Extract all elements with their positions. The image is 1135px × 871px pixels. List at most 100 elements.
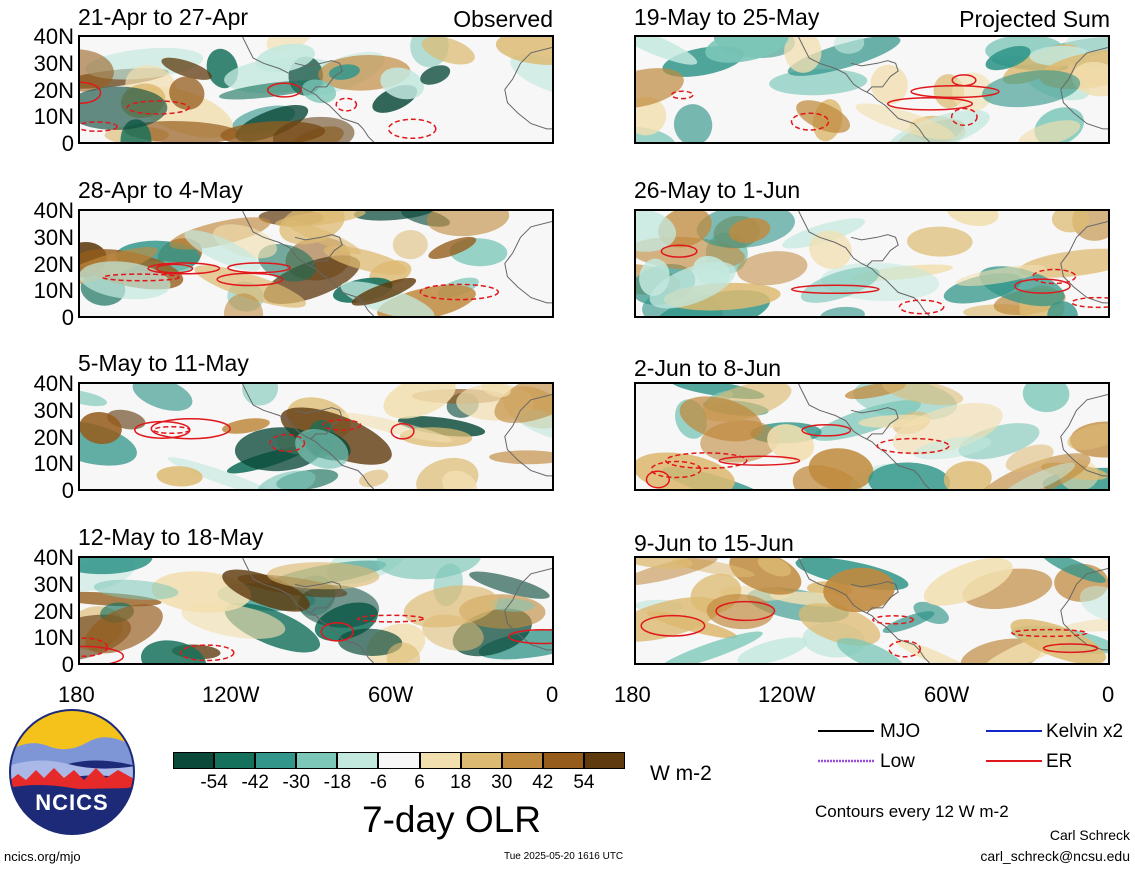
footer-author: Carl Schreck [1049,827,1130,843]
olr-anomaly-blob [80,86,168,130]
olr-anomaly-blob [736,251,808,286]
lat-tick: 30N [33,224,74,250]
er-contour [670,90,694,100]
colorbar-swatch [214,752,256,769]
er-contour [790,112,830,131]
olr-anomaly-blob [784,37,822,73]
olr-anomaly-blob [955,265,1047,286]
olr-anomaly-blob [80,49,114,92]
colorbar-swatch [501,752,543,769]
er-contour [147,262,221,275]
panel-title: 26-May to 1-Jun [634,177,801,203]
er-contour [390,422,415,440]
coastline [798,384,931,489]
olr-map-panel [78,209,554,318]
er-contour [126,100,190,115]
coastline [850,60,899,93]
legend-label: Low [880,751,915,772]
er-contour [898,299,945,315]
olr-anomaly-blob [380,67,424,100]
er-contour [715,600,776,622]
er-contour [150,417,231,440]
olr-anomaly-blob [469,571,550,599]
colorbar-tick: -54 [200,772,228,793]
lon-tick: 120W [202,682,260,707]
lat-tick: 10N [33,451,74,477]
olr-anomaly-blob [809,230,852,269]
olr-anomaly-blob [679,396,763,442]
olr-map-panel [634,382,1110,491]
olr-anomaly-blob [769,69,868,96]
er-contour [1032,268,1077,285]
er-contour [179,644,235,662]
olr-anomaly-blob [728,217,771,243]
colorbar-swatch [337,752,379,769]
legend-label: ER [1046,751,1073,772]
colorbar-swatch [255,752,297,769]
er-contour [950,107,978,127]
olr-anomaly-blob [80,411,122,445]
coastline [798,37,931,142]
er-contour [80,637,109,658]
olr-anomaly-blob [808,448,874,489]
olr-anomaly-blob [489,450,552,465]
olr-anomaly-blob [421,37,475,65]
lon-tick: 0 [1102,682,1115,707]
olr-anomaly-blob [757,558,792,577]
olr-anomaly-blob [892,402,1003,455]
olr-anomaly-blob [882,384,964,406]
olr-anomaly-blob [985,45,1031,71]
lat-tick: 20N [33,424,74,450]
footer-url[interactable]: ncics.org/mjo [4,849,81,864]
olr-anomaly-blob [428,236,477,259]
colorbar-tick: 18 [450,772,472,793]
olr-anomaly-blob [383,384,456,419]
olr-anomaly-blob [659,631,763,663]
footer-email[interactable]: carl_schreck@ncsu.edu [980,848,1130,864]
olr-anomaly-blob [705,37,789,63]
olr-anomaly-blob [636,211,677,252]
coastline [242,384,375,489]
olr-anomaly-blob [328,64,360,80]
colorbar-swatch [378,752,420,769]
olr-anomaly-blob [169,76,205,110]
olr-anomaly-blob [392,229,428,260]
lat-tick: 0 [61,652,74,677]
olr-anomaly-blob [636,126,676,142]
coastline [1060,47,1108,130]
er-contour [102,273,180,282]
olr-anomaly-blob [796,100,851,133]
lat-tick: 30N [33,571,74,597]
olr-anomaly-blob [923,558,1013,606]
panel-title: 5-May to 11-May [78,350,249,376]
er-contour [888,640,922,658]
colorbar-tick: -6 [370,772,387,793]
er-contour [790,284,880,295]
olr-anomaly-blob [820,306,865,316]
lon-tick: 60W [368,682,414,707]
ncics-logo: NCICS [8,708,136,836]
olr-anomaly-blob [140,640,207,663]
coastline [798,211,931,316]
lat-tick: 40N [33,198,74,223]
er-contour [320,621,354,642]
olr-anomaly-blob [823,567,895,613]
olr-anomaly-blob [636,37,698,65]
lon-tick: 60W [924,682,970,707]
olr-anomaly-blob [673,104,713,142]
lon-tick: 180 [58,682,95,707]
contour-note: Contours every 12 W m-2 [815,802,1009,821]
legend-label: Kelvin x2 [1046,721,1124,742]
olr-anomaly-blob [946,211,999,227]
colorbar-tick: 54 [573,772,595,793]
coastline [850,407,899,440]
olr-anomaly-blob [836,637,906,663]
lat-tick: 30N [33,50,74,76]
olr-anomaly-blob [495,37,552,65]
olr-anomaly-blob [982,70,1081,108]
olr-anomaly-blob [895,639,978,663]
olr-anomaly-blob [353,211,437,221]
olr-anomaly-blob [943,461,992,489]
olr-anomaly-blob [167,457,279,489]
lat-tick: 0 [61,131,74,156]
